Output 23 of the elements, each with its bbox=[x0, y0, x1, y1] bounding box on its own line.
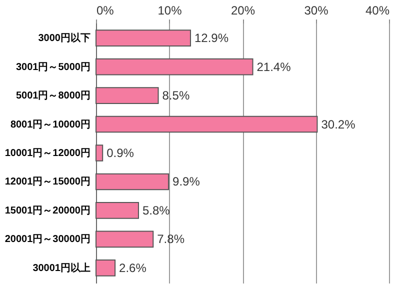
y-tick-label: 3001円～5000円 bbox=[16, 62, 90, 73]
x-tick-label: 10% bbox=[158, 4, 182, 18]
y-tick-label: 20001円～30000円 bbox=[4, 234, 90, 246]
data-label: 2.6% bbox=[119, 260, 147, 275]
y-tick-label: 3000円以下 bbox=[38, 32, 90, 44]
y-tick-label: 10001円～12000円 bbox=[4, 148, 90, 159]
data-label: 7.8% bbox=[157, 232, 185, 246]
x-tick-label: 0% bbox=[96, 4, 114, 18]
y-tick-label: 30001円以上 bbox=[32, 262, 90, 274]
y-tick-label: 8001円～10000円 bbox=[10, 119, 90, 130]
data-label: 8.5% bbox=[162, 88, 190, 103]
data-label: 9.9% bbox=[172, 174, 200, 189]
y-tick-label: 12001円～15000円 bbox=[4, 176, 90, 188]
y-tick-label: 15001円～20000円 bbox=[4, 205, 90, 216]
data-label: 12.9% bbox=[194, 31, 229, 46]
data-label: 21.4% bbox=[256, 60, 292, 74]
data-label: 0.9% bbox=[106, 146, 134, 160]
x-tick-label: 30% bbox=[304, 4, 329, 18]
y-tick-label: 5001円～8000円 bbox=[16, 90, 90, 102]
x-tick-label: 20% bbox=[230, 4, 256, 18]
data-label: 30.2% bbox=[321, 117, 356, 132]
data-label: 5.8% bbox=[142, 203, 170, 218]
x-tick-label: 40% bbox=[365, 4, 390, 18]
